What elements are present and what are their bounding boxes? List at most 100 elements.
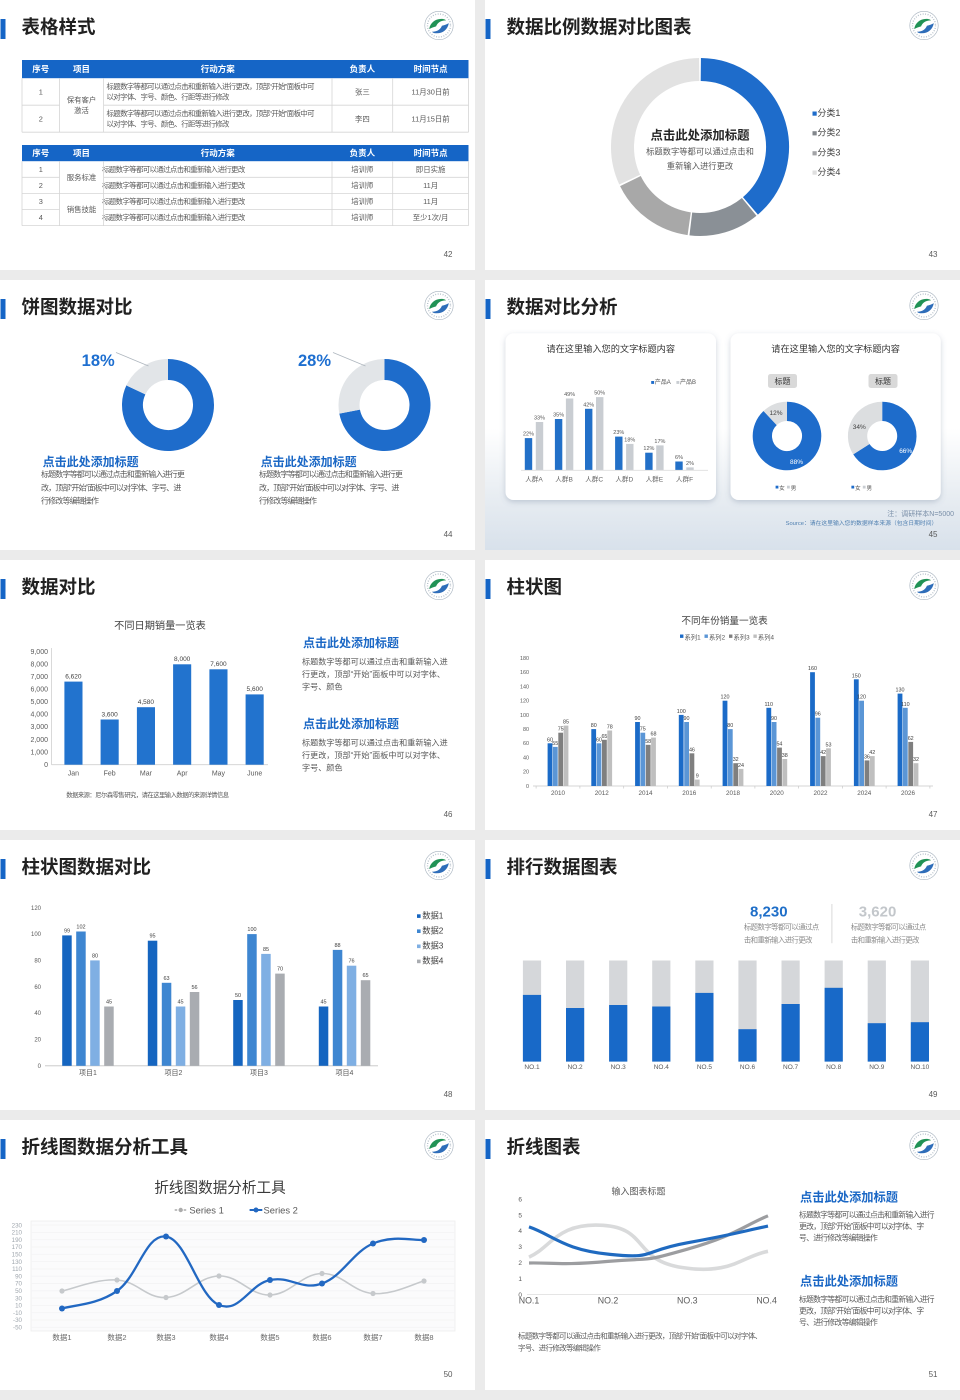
- svg-text:18%: 18%: [82, 352, 115, 370]
- svg-text:47: 47: [929, 810, 938, 819]
- svg-text:点击此处添加标题: 点击此处添加标题: [800, 1190, 898, 1205]
- svg-text:78: 78: [607, 725, 613, 731]
- svg-text:改，顶部“开始”面板中可以对字体、字号、进: 改，顶部“开始”面板中可以对字体、字号、进: [259, 482, 399, 492]
- svg-text:时间节点: 时间节点: [414, 64, 449, 74]
- svg-text:45: 45: [106, 1000, 112, 1006]
- svg-text:44: 44: [444, 530, 453, 539]
- svg-text:折线图数据分析工具: 折线图数据分析工具: [22, 1137, 189, 1158]
- svg-text:76: 76: [348, 959, 354, 965]
- svg-text:100: 100: [31, 932, 42, 938]
- svg-text:130: 130: [896, 688, 905, 694]
- svg-text:点击此处添加标题: 点击此处添加标题: [650, 128, 750, 143]
- svg-text:数据7: 数据7: [363, 1332, 382, 1342]
- svg-text:标题数字等都可以通过点击和重新输入进行: 标题数字等都可以通过点击和重新输入进行: [799, 1210, 935, 1220]
- svg-text:4,580: 4,580: [138, 699, 155, 706]
- svg-text:96: 96: [815, 712, 821, 718]
- svg-text:130: 130: [12, 1259, 23, 1266]
- svg-text:2022: 2022: [813, 790, 828, 797]
- svg-text:项目: 项目: [73, 148, 90, 158]
- svg-text:Apr: Apr: [177, 771, 189, 778]
- svg-text:序号: 序号: [32, 148, 49, 158]
- svg-text:6,000: 6,000: [30, 687, 48, 694]
- svg-text:2016: 2016: [682, 790, 697, 797]
- svg-text:7,000: 7,000: [30, 674, 48, 681]
- svg-text:行动方案: 行动方案: [201, 64, 236, 74]
- svg-text:49%: 49%: [564, 392, 575, 398]
- svg-text:标题数字等都可以通过点击和重新输入进行更改: 标题数字等都可以通过点击和重新输入进行更改: [102, 181, 246, 190]
- svg-text:分类2: 分类2: [817, 127, 840, 138]
- svg-text:20: 20: [34, 1037, 41, 1043]
- svg-text:9,000: 9,000: [30, 649, 48, 656]
- svg-text:40: 40: [34, 1011, 41, 1017]
- svg-text:35%: 35%: [553, 413, 564, 419]
- svg-text:150: 150: [12, 1252, 23, 1259]
- svg-text:柱状图: 柱状图: [507, 577, 563, 598]
- svg-text:-50: -50: [13, 1325, 23, 1332]
- svg-text:Jan: Jan: [68, 771, 79, 778]
- svg-text:负责人: 负责人: [350, 64, 376, 74]
- svg-text:NO.2: NO.2: [568, 1064, 584, 1071]
- svg-text:NO.3: NO.3: [611, 1064, 627, 1071]
- svg-text:号、进行修改等编辑操作: 号、进行修改等编辑操作: [799, 1317, 878, 1327]
- svg-text:NO.1: NO.1: [524, 1064, 540, 1071]
- svg-text:100: 100: [677, 709, 686, 715]
- svg-text:120: 120: [31, 906, 42, 912]
- svg-text:2012: 2012: [595, 790, 610, 797]
- svg-text:70: 70: [15, 1281, 22, 1288]
- svg-text:45: 45: [320, 1000, 326, 1006]
- svg-text:7,600: 7,600: [210, 661, 227, 668]
- svg-text:更改，顶部“开始”面板中可以对字体、字: 更改，顶部“开始”面板中可以对字体、字: [799, 1221, 924, 1231]
- svg-text:60: 60: [596, 737, 602, 743]
- svg-text:培训师: 培训师: [351, 165, 373, 174]
- svg-text:项目: 项目: [73, 64, 90, 74]
- svg-text:8,000: 8,000: [174, 656, 191, 663]
- svg-text:标题数字等都可以通过点击和重新输入进: 标题数字等都可以通过点击和重新输入进: [302, 657, 448, 667]
- svg-text:75: 75: [558, 727, 564, 733]
- svg-text:40: 40: [523, 755, 529, 761]
- svg-text:42%: 42%: [583, 402, 594, 408]
- svg-text:NO.1: NO.1: [519, 1296, 540, 1306]
- svg-text:行修改等编辑操作: 行修改等编辑操作: [41, 496, 99, 506]
- svg-text:90: 90: [684, 716, 690, 722]
- svg-text:50: 50: [444, 1370, 453, 1379]
- svg-text:标题数字等都可以通过点: 标题数字等都可以通过点: [851, 923, 927, 932]
- svg-text:Feb: Feb: [104, 771, 116, 778]
- svg-text:88%: 88%: [790, 459, 803, 466]
- svg-text:46: 46: [444, 810, 453, 819]
- svg-text:行动方案: 行动方案: [201, 148, 236, 158]
- svg-text:120: 120: [721, 695, 730, 701]
- svg-text:张三: 张三: [355, 87, 370, 96]
- svg-text:行更改，顶部“开始”面板中可以对字体、: 行更改，顶部“开始”面板中可以对字体、: [302, 669, 445, 679]
- svg-text:序号: 序号: [32, 64, 49, 74]
- svg-text:-30: -30: [13, 1317, 23, 1324]
- svg-text:男: 男: [867, 485, 873, 492]
- svg-text:输入图表标题: 输入图表标题: [611, 1185, 665, 1196]
- svg-text:请在这里输入您的文字标题内容: 请在这里输入您的文字标题内容: [546, 343, 675, 354]
- svg-text:4: 4: [39, 213, 43, 222]
- svg-text:项目2: 项目2: [165, 1069, 183, 1077]
- svg-text:标题数字等都可以通过点击和重新输入进: 标题数字等都可以通过点击和重新输入进: [302, 738, 448, 748]
- svg-text:210: 210: [12, 1230, 23, 1237]
- svg-text:项目1: 项目1: [79, 1069, 97, 1077]
- svg-text:85: 85: [563, 720, 569, 726]
- svg-text:女: 女: [779, 484, 785, 492]
- svg-text:3: 3: [39, 197, 43, 206]
- svg-text:激活: 激活: [74, 106, 89, 115]
- svg-text:11月15日前: 11月15日前: [412, 114, 450, 123]
- svg-text:32: 32: [913, 757, 919, 763]
- svg-text:数据1: 数据1: [422, 910, 444, 920]
- svg-text:11月30日前: 11月30日前: [412, 87, 450, 96]
- svg-text:以对字体、字号、颜色、行距等进行修改: 以对字体、字号、颜色、行距等进行修改: [107, 119, 230, 128]
- svg-text:李四: 李四: [355, 114, 370, 123]
- svg-text:9: 9: [696, 774, 699, 780]
- svg-text:时间节点: 时间节点: [414, 148, 449, 158]
- svg-text:改，顶部“开始”面板中可以对字体、字号、进: 改，顶部“开始”面板中可以对字体、字号、进: [41, 482, 181, 492]
- svg-text:点击此处添加标题: 点击此处添加标题: [261, 454, 357, 469]
- svg-text:标题数字等都可以通过点击和重新输入进行更改: 标题数字等都可以通过点击和重新输入进行更改: [102, 165, 246, 174]
- svg-text:Mar: Mar: [140, 771, 153, 778]
- svg-text:数据2: 数据2: [422, 926, 444, 936]
- svg-text:不同日期销量一览表: 不同日期销量一览表: [114, 619, 206, 632]
- svg-text:170: 170: [12, 1244, 23, 1251]
- svg-text:培训师: 培训师: [351, 197, 373, 206]
- svg-text:1: 1: [39, 165, 43, 174]
